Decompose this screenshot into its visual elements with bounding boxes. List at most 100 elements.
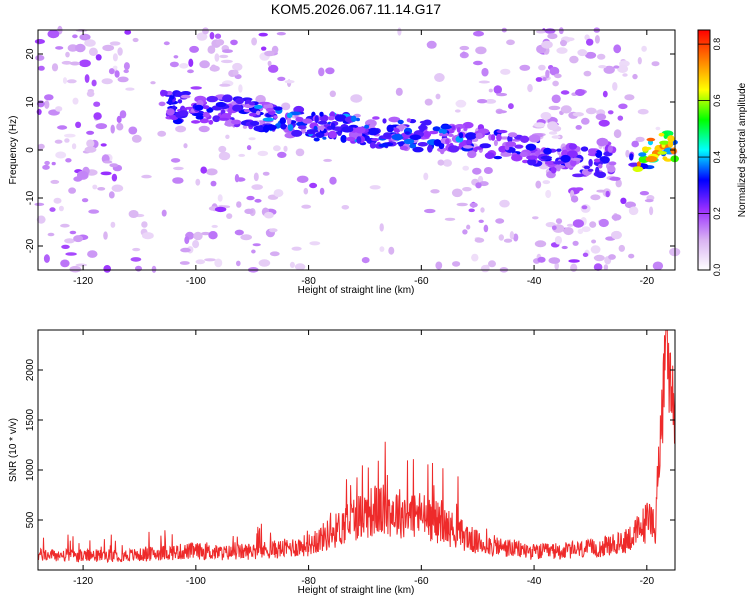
- spectrogram-feature-cell: [642, 146, 649, 152]
- spectrogram-cell: [536, 30, 546, 34]
- spectrogram-cell: [202, 27, 209, 35]
- spectrogram-cell: [84, 74, 90, 83]
- spectrogram-cell: [220, 59, 233, 64]
- spectrogram-cell: [135, 265, 142, 272]
- spectrogram-cell: [58, 205, 64, 212]
- spectrogram-feature-cell: [571, 157, 582, 161]
- spectrogram-feature-cell: [369, 142, 376, 149]
- spectrogram-cell: [423, 172, 429, 181]
- spectrogram-feature-cell: [319, 111, 324, 117]
- spectrogram-cell: [560, 39, 567, 47]
- spectrogram-cell: [54, 139, 63, 144]
- spectrogram-cell: [190, 86, 202, 90]
- spectrogram-cell: [252, 243, 261, 247]
- spectrogram-cell: [566, 223, 574, 227]
- spectrogram-cell: [47, 29, 60, 39]
- spectrogram-cell: [451, 188, 463, 198]
- spectrogram-cell: [63, 133, 76, 138]
- spectrogram-feature-cell: [462, 121, 474, 129]
- spectrogram-cell: [581, 226, 591, 233]
- spectrogram-cell: [468, 208, 475, 213]
- spectrogram-cell: [60, 259, 70, 268]
- spectrogram-feature-cell: [645, 156, 658, 163]
- spectrogram-cell: [192, 240, 200, 249]
- spectrogram-cell: [291, 246, 302, 251]
- spectrogram-cell: [184, 236, 190, 245]
- spectrogram-cell: [607, 110, 614, 115]
- spectrogram-cell: [51, 63, 59, 72]
- spectrogram-cell: [258, 32, 268, 37]
- spectrogram-cells: [34, 25, 681, 273]
- spectrogram-cell: [289, 261, 295, 268]
- spectrogram-feature-cell: [458, 132, 464, 139]
- spectrogram-cell: [435, 93, 441, 100]
- spectrogram-cell: [442, 159, 452, 167]
- spectrogram-cell: [119, 110, 127, 119]
- spectrogram-cell: [64, 238, 75, 244]
- spectrogram-cell: [215, 39, 225, 46]
- spectrogram-cell: [577, 49, 588, 57]
- spectrogram-cell: [65, 51, 70, 58]
- spectrogram-feature-cell: [222, 94, 233, 103]
- spectrogram-feature-cell: [556, 148, 562, 152]
- spectrogram-cell: [248, 137, 256, 141]
- spectrogram-x-label: Height of straight line (km): [298, 285, 415, 296]
- spectrogram-feature-cell: [593, 158, 601, 163]
- spectrogram-cell: [551, 94, 561, 104]
- spectrogram-cell: [198, 125, 210, 133]
- spectrogram-cell: [100, 143, 107, 147]
- spectrogram-feature-cell: [327, 116, 335, 121]
- spectrogram-cell: [218, 145, 227, 153]
- spectrogram-cell: [570, 263, 578, 272]
- spectrogram-feature-cell: [218, 117, 229, 121]
- spectrogram-feature-cell: [280, 123, 287, 130]
- spectrogram-cell: [103, 160, 113, 164]
- spectrogram-cell: [281, 102, 291, 111]
- spectrogram-cell: [81, 198, 89, 203]
- spectrogram-cell: [232, 62, 243, 71]
- spectrogram-cell: [72, 34, 78, 39]
- spectrogram-cell: [93, 101, 101, 107]
- spectrogram-feature-cell: [286, 112, 293, 119]
- colorbar-tick-label: 0.4: [712, 151, 722, 164]
- y-tick-label: 1000: [25, 458, 36, 481]
- x-tick-label: -60: [414, 276, 429, 287]
- spectrogram-cell: [195, 178, 201, 186]
- spectrogram-feature-cell: [465, 139, 473, 145]
- spectrogram-cell: [55, 106, 63, 112]
- spectrogram-cell: [86, 139, 95, 148]
- spectrogram-feature-cell: [514, 144, 524, 149]
- spectrogram-cell: [547, 33, 558, 40]
- spectrogram-cell: [294, 263, 306, 271]
- spectrogram-cell: [473, 60, 483, 66]
- spectrogram-feature-cell: [663, 131, 668, 139]
- spectrogram-cell: [246, 195, 255, 201]
- spectrogram-feature-cell: [306, 129, 319, 133]
- spectrogram-cell: [602, 90, 608, 98]
- spectrogram-cell: [234, 229, 244, 236]
- spectrogram-cell: [208, 231, 218, 240]
- spectrogram-cell: [329, 90, 336, 98]
- spectrogram-cell: [218, 151, 231, 161]
- spectrogram-cell: [508, 103, 514, 110]
- spectrogram-cell: [95, 54, 102, 61]
- spectrogram-cell: [493, 139, 498, 147]
- spectrogram-cell: [102, 44, 115, 52]
- spectrogram-cell: [444, 217, 456, 221]
- spectrogram-cell: [65, 158, 72, 163]
- spectrogram-cell: [462, 229, 468, 235]
- spectrogram-feature-cell: [388, 116, 401, 123]
- spectrogram-feature-cell: [391, 133, 404, 141]
- spectrogram-feature-cell: [595, 166, 600, 174]
- spectrogram-cell: [222, 49, 233, 53]
- spectrogram-cell: [509, 231, 515, 240]
- spectrogram-feature-cell: [160, 90, 168, 96]
- spectrogram-cell: [644, 199, 654, 203]
- spectrogram-cell: [269, 251, 280, 257]
- spectrogram-feature-cell: [403, 138, 415, 145]
- spectrogram-cell: [480, 207, 485, 213]
- spectrogram-cell: [598, 65, 607, 69]
- spectrogram-cell: [55, 46, 64, 50]
- spectrogram-cell: [575, 89, 585, 96]
- spectrogram-feature-cell: [465, 132, 477, 140]
